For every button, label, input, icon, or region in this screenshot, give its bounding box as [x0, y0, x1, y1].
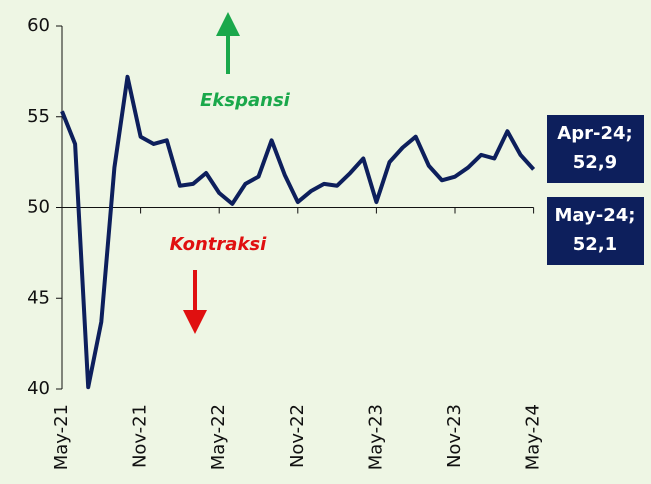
- x-tick-label: Nov-22: [287, 404, 308, 468]
- label-box: [547, 197, 644, 265]
- x-tick-label: Nov-21: [130, 404, 151, 468]
- annotation: Kontraksi: [170, 234, 267, 255]
- label-box-text: 52,9: [573, 152, 617, 173]
- label-box-text: 52,1: [573, 234, 617, 255]
- x-tick-label: May-22: [208, 404, 229, 470]
- y-tick-label: 55: [27, 106, 50, 127]
- x-tick-label: May-24: [523, 404, 544, 470]
- x-tick-label: Nov-23: [444, 404, 465, 468]
- line: [60, 74, 536, 390]
- y-tick-label: 40: [27, 378, 50, 399]
- y-tick-label: 45: [27, 287, 50, 308]
- label-box: [547, 115, 644, 183]
- annotation: Ekspansi: [200, 90, 291, 111]
- label-box-text: Apr-24;: [557, 123, 632, 144]
- label-box-text: May-24;: [555, 205, 636, 226]
- x-tick-label: May-23: [365, 404, 386, 470]
- y-tick-label: 50: [27, 197, 50, 218]
- x-tick-label: May-21: [51, 404, 72, 470]
- y-tick-label: 60: [27, 15, 50, 36]
